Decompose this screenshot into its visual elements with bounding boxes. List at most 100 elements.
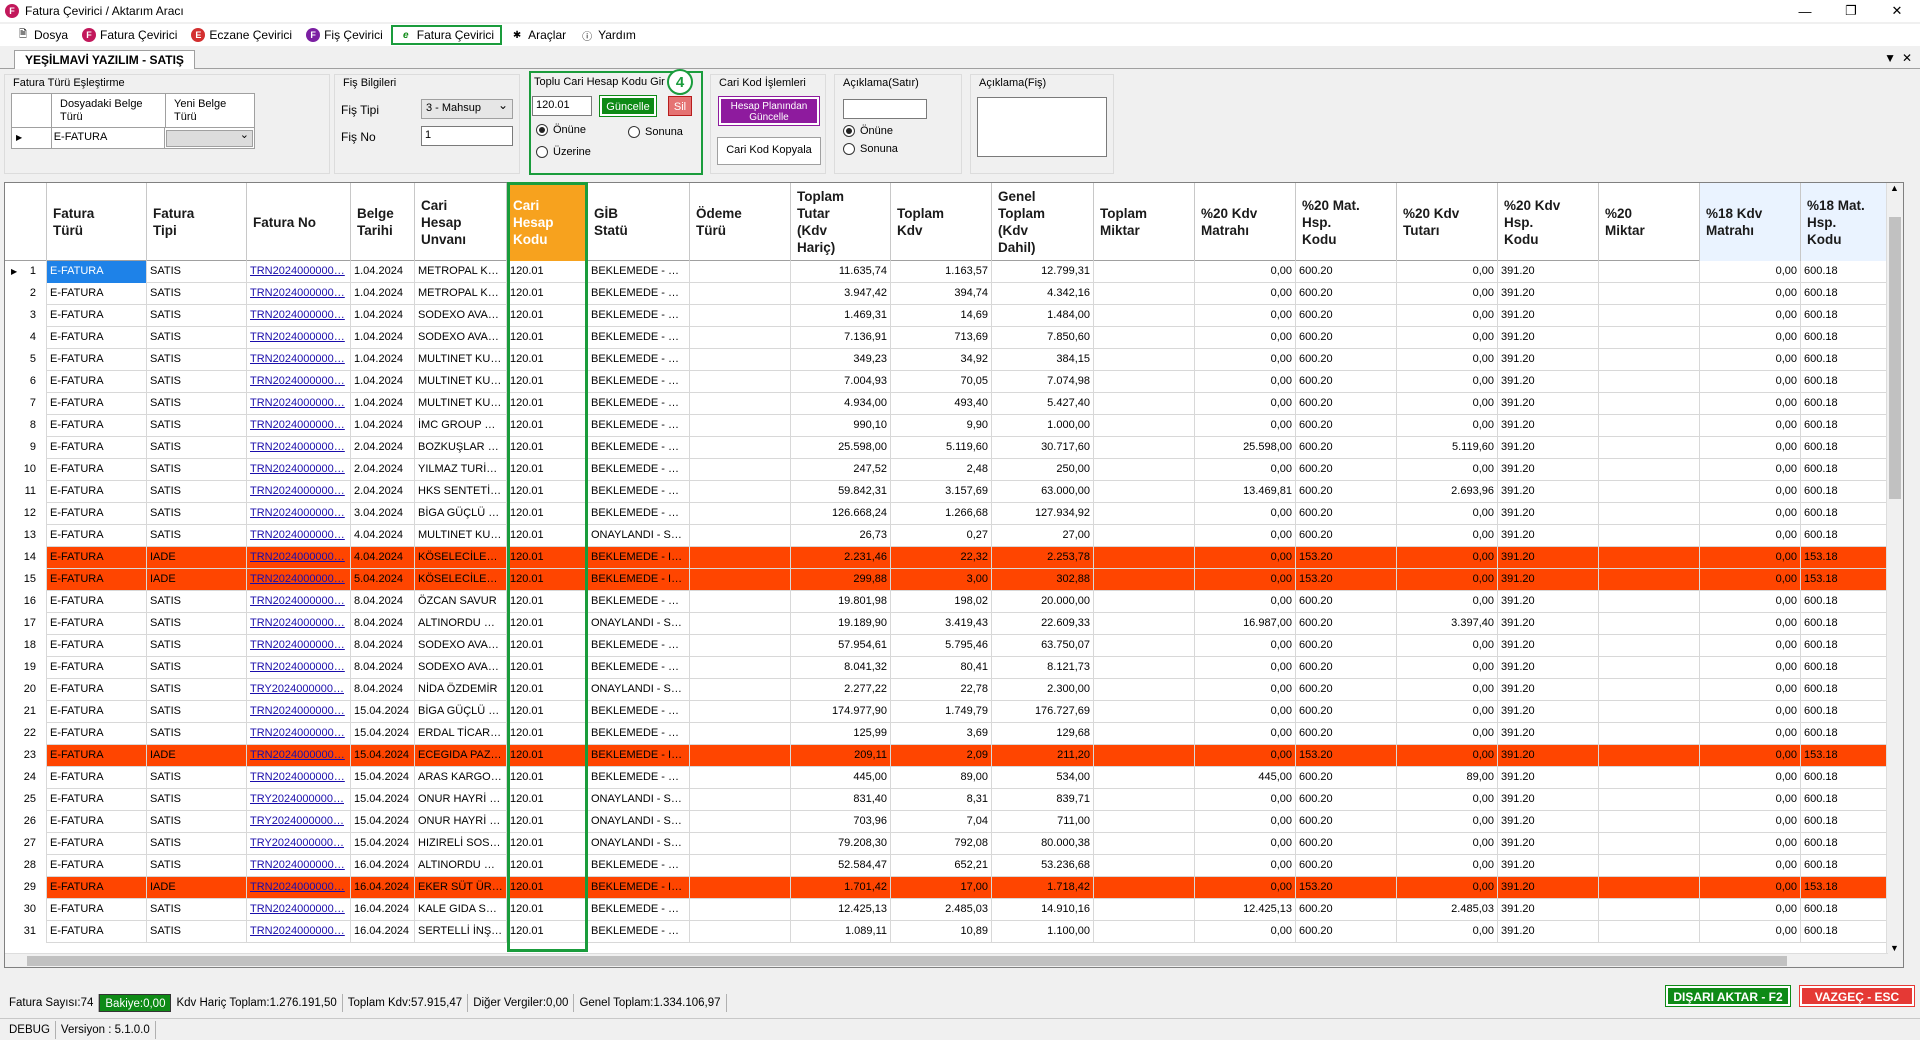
table-cell[interactable]	[1094, 921, 1195, 943]
table-cell[interactable]: BEKLEMEDE - SA…	[588, 283, 690, 305]
table-cell[interactable]: 600.20	[1296, 349, 1397, 371]
table-row[interactable]: 19 E-FATURA SATIS TRN2024000000… 8.04.2024 SO…	[5, 657, 1903, 679]
row-index[interactable]: 2	[5, 283, 47, 305]
table-cell[interactable]: TRN2024000000…	[247, 899, 351, 921]
table-cell[interactable]: 4.04.2024	[351, 547, 415, 569]
table-cell[interactable]: 445,00	[1195, 767, 1296, 789]
table-cell[interactable]: 3,00	[891, 569, 992, 591]
table-cell[interactable]: 1.100,00	[992, 921, 1094, 943]
table-cell[interactable]: HIZIRELİ SOSY…	[415, 833, 507, 855]
table-cell[interactable]: METROPAL KU…	[415, 261, 507, 283]
table-cell[interactable]: 7.850,60	[992, 327, 1094, 349]
table-cell[interactable]	[1599, 261, 1700, 283]
table-cell[interactable]	[690, 415, 791, 437]
table-cell[interactable]: 2.277,22	[791, 679, 891, 701]
table-cell[interactable]	[1599, 723, 1700, 745]
table-cell[interactable]: ONAYLANDI - S…	[588, 613, 690, 635]
table-cell[interactable]: 19.189,90	[791, 613, 891, 635]
table-cell[interactable]: 600.20	[1296, 503, 1397, 525]
table-cell[interactable]: 0,00	[1195, 745, 1296, 767]
table-cell[interactable]: 7.004,93	[791, 371, 891, 393]
table-cell[interactable]: 0,00	[1700, 305, 1801, 327]
table-cell[interactable]	[1599, 437, 1700, 459]
table-cell[interactable]: 2.04.2024	[351, 459, 415, 481]
table-row[interactable]: 27 E-FATURA SATIS TRY2024000000… 15.04.2024 H…	[5, 833, 1903, 855]
table-cell[interactable]: ÖZCAN SAVUR	[415, 591, 507, 613]
radio-uzerine[interactable]: Üzerine	[536, 146, 591, 158]
table-cell[interactable]	[1094, 723, 1195, 745]
table-cell[interactable]: 120.01	[507, 723, 588, 745]
table-cell[interactable]: 0,00	[1195, 921, 1296, 943]
table-cell[interactable]: 89,00	[1397, 767, 1498, 789]
table-cell[interactable]: 0,00	[1397, 833, 1498, 855]
table-cell[interactable]: MULTINET KUR…	[415, 349, 507, 371]
table-cell[interactable]: E-FATURA	[47, 415, 147, 437]
table-cell[interactable]: 7.136,91	[791, 327, 891, 349]
table-cell[interactable]: SATIS	[147, 657, 247, 679]
aciklama-fis-input[interactable]	[977, 97, 1107, 157]
table-cell[interactable]: BEKLEMEDE - SA…	[588, 591, 690, 613]
table-cell[interactable]: 0,00	[1700, 679, 1801, 701]
table-cell[interactable]: 0,00	[1700, 701, 1801, 723]
table-cell[interactable]: 15.04.2024	[351, 723, 415, 745]
table-cell[interactable]	[1599, 635, 1700, 657]
table-cell[interactable]: 0,00	[1195, 371, 1296, 393]
row-index[interactable]: 6	[5, 371, 47, 393]
table-cell[interactable]: 0,00	[1397, 305, 1498, 327]
table-cell[interactable]	[1599, 503, 1700, 525]
table-cell[interactable]: 0,00	[1397, 569, 1498, 591]
table-row[interactable]: 10 E-FATURA SATIS TRN2024000000… 2.04.2024 YI…	[5, 459, 1903, 481]
table-cell[interactable]	[690, 503, 791, 525]
table-cell[interactable]: 2.300,00	[992, 679, 1094, 701]
table-cell[interactable]: 153.20	[1296, 569, 1397, 591]
table-cell[interactable]	[690, 393, 791, 415]
table-cell[interactable]: 30.717,60	[992, 437, 1094, 459]
table-cell[interactable]: 129,68	[992, 723, 1094, 745]
table-cell[interactable]: TRN2024000000…	[247, 701, 351, 723]
row-index[interactable]: 24	[5, 767, 47, 789]
table-cell[interactable]: 600.20	[1296, 855, 1397, 877]
table-cell[interactable]	[1094, 437, 1195, 459]
table-cell[interactable]	[1599, 613, 1700, 635]
table-cell[interactable]: 391.20	[1498, 415, 1599, 437]
table-cell[interactable]: 839,71	[992, 789, 1094, 811]
table-cell[interactable]: 10,89	[891, 921, 992, 943]
table-cell[interactable]: SODEXO AVAN…	[415, 657, 507, 679]
table-cell[interactable]: 174.977,90	[791, 701, 891, 723]
table-cell[interactable]: BEKLEMEDE - SA…	[588, 899, 690, 921]
table-cell[interactable]: SATIS	[147, 767, 247, 789]
table-cell[interactable]: KÖSELECİLER …	[415, 547, 507, 569]
table-cell[interactable]: 831,40	[791, 789, 891, 811]
table-cell[interactable]: 153.20	[1296, 877, 1397, 899]
table-cell[interactable]	[1094, 503, 1195, 525]
table-cell[interactable]: 3.04.2024	[351, 503, 415, 525]
table-cell[interactable]: 391.20	[1498, 635, 1599, 657]
table-cell[interactable]: 534,00	[992, 767, 1094, 789]
table-cell[interactable]: 15.04.2024	[351, 789, 415, 811]
table-cell[interactable]	[1094, 701, 1195, 723]
table-cell[interactable]: 600.20	[1296, 833, 1397, 855]
table-cell[interactable]: 600.20	[1296, 305, 1397, 327]
vertical-scroll-thumb[interactable]	[1889, 217, 1901, 499]
table-cell[interactable]: 391.20	[1498, 283, 1599, 305]
table-cell[interactable]: 600.20	[1296, 635, 1397, 657]
table-cell[interactable]	[690, 679, 791, 701]
table-row[interactable]: ▶ 1 E-FATURA SATIS TRN2024000000… 1.04.2024 ME…	[5, 261, 1903, 283]
table-row[interactable]: 24 E-FATURA SATIS TRN2024000000… 15.04.2024 A…	[5, 767, 1903, 789]
table-cell[interactable]: 0,00	[1195, 855, 1296, 877]
table-cell[interactable]: 52.584,47	[791, 855, 891, 877]
table-cell[interactable]: 0,00	[1397, 349, 1498, 371]
table-cell[interactable]	[1599, 745, 1700, 767]
table-cell[interactable]: 0,00	[1700, 437, 1801, 459]
horizontal-scrollbar[interactable]	[5, 953, 1888, 967]
table-cell[interactable]: BEKLEMEDE - SA…	[588, 327, 690, 349]
table-cell[interactable]: 792,08	[891, 833, 992, 855]
table-cell[interactable]: 391.20	[1498, 657, 1599, 679]
guncelle-button[interactable]: Güncelle	[599, 95, 657, 117]
column-header[interactable]: %20 Kdv Tutarı	[1397, 183, 1498, 261]
table-cell[interactable]: 0,00	[1195, 503, 1296, 525]
table-cell[interactable]: BEKLEMEDE - SA…	[588, 503, 690, 525]
table-cell[interactable]: 8.121,73	[992, 657, 1094, 679]
column-header[interactable]: Fatura Tipi	[147, 183, 247, 261]
table-cell[interactable]: E-FATURA	[47, 723, 147, 745]
